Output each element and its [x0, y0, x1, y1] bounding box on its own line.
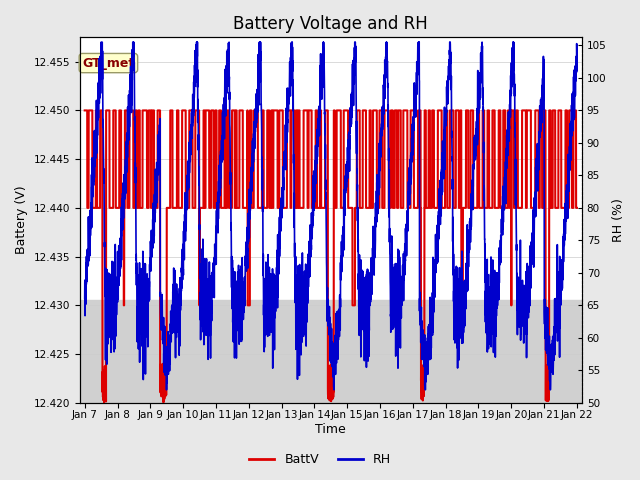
Title: Battery Voltage and RH: Battery Voltage and RH — [234, 15, 428, 33]
Text: GT_met: GT_met — [83, 57, 134, 70]
Legend: BattV, RH: BattV, RH — [244, 448, 396, 471]
Bar — [80, 300, 582, 403]
Y-axis label: Battery (V): Battery (V) — [15, 186, 28, 254]
Y-axis label: RH (%): RH (%) — [612, 198, 625, 242]
X-axis label: Time: Time — [316, 423, 346, 436]
